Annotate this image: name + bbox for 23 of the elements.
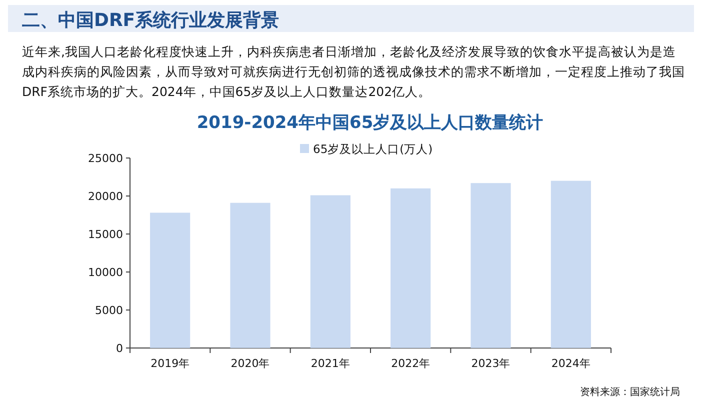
x-tick-label: 2023年	[471, 357, 510, 370]
bar	[310, 195, 350, 348]
bar	[150, 212, 190, 348]
text: 二、中国DRF系统行业发展背景	[22, 9, 280, 32]
y-tick-label: 0	[116, 342, 123, 355]
text: 近年来,我国人口老龄化程度快速上升，内科疾病患者日渐增加，老龄化及经济发展导致的饮食水平提高被认为是造成内科疾病的风险因素，从而导致对可就疾病进行无创初筛的透视成像技术的需求不断增加，一定程度上推动了我国DRF系统市场的扩大。2024年，中国65岁及以上人口数量达202亿人。	[22, 43, 686, 101]
text: 资料来源：国家统计局	[580, 386, 680, 399]
y-tick-label: 15000	[88, 228, 123, 241]
bar	[470, 183, 511, 348]
bar	[390, 188, 431, 348]
x-tick-label: 2024年	[551, 357, 590, 370]
y-tick-label: 25000	[88, 152, 123, 165]
y-tick-label: 20000	[88, 190, 123, 203]
y-tick-label: 5000	[95, 304, 123, 317]
x-tick-label: 2020年	[230, 357, 270, 370]
legend-label: 65岁及以上人口(万人)	[313, 142, 433, 156]
chart-title: 2019-2024年中国65岁及以上人口数量统计	[196, 113, 544, 133]
x-tick-label: 2022年	[391, 357, 430, 370]
x-tick-label: 2019年	[150, 357, 190, 370]
y-tick-label: 10000	[88, 266, 123, 279]
x-tick-label: 2021年	[310, 357, 350, 370]
bar	[230, 202, 270, 348]
bar	[550, 180, 591, 348]
